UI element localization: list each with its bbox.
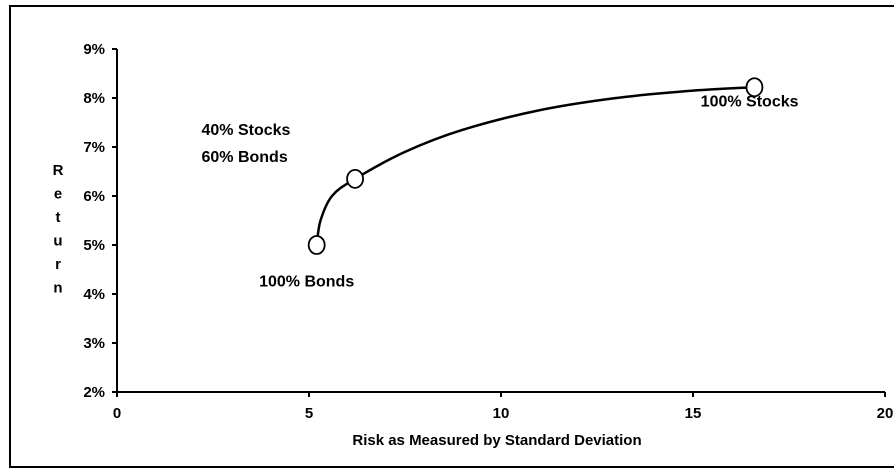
annotation-label: 100% Bonds: [259, 274, 354, 291]
series-line: [315, 85, 755, 246]
y-axis-title-letter: r: [55, 256, 61, 273]
y-axis-title-letter: R: [53, 162, 64, 179]
x-tick-label: 5: [305, 405, 313, 422]
y-axis-title-letter: t: [56, 209, 61, 226]
y-axis-ticks: 2% 3% 4% 5% 6% 7% 8% 9%: [83, 41, 117, 401]
x-tick-label: 20: [877, 405, 894, 422]
x-tick-label: 0: [113, 405, 121, 422]
y-axis-title-letter: u: [53, 233, 62, 250]
annotations: 100% Bonds 40% Stocks 60% Bonds 100% Stocks: [201, 93, 798, 290]
portfolio-marker: [307, 235, 326, 255]
frontier-curve: [315, 85, 755, 246]
y-tick-label: 3%: [83, 335, 105, 352]
y-axis-title-letter: e: [54, 186, 62, 203]
y-tick-label: 2%: [83, 384, 105, 401]
x-axis-ticks: 0 5 10 15 20: [113, 392, 894, 422]
annotation-label: 60% Bonds: [201, 149, 287, 166]
portfolio-marker: [346, 168, 364, 189]
y-tick-label: 5%: [83, 237, 105, 254]
x-tick-label: 10: [493, 405, 510, 422]
portfolio-marker: [745, 77, 764, 98]
y-tick-label: 6%: [83, 188, 105, 205]
x-tick-label: 15: [685, 405, 702, 422]
y-tick-label: 4%: [83, 286, 105, 303]
y-tick-label: 7%: [83, 139, 105, 156]
annotation-label: 40% Stocks: [201, 122, 290, 139]
annotation-label: 100% Stocks: [701, 93, 799, 110]
x-axis-title: Risk as Measured by Standard Deviation: [352, 432, 641, 449]
y-axis-title-letter: n: [53, 280, 62, 297]
series-markers: [307, 77, 764, 255]
y-tick-label: 8%: [83, 90, 105, 107]
y-tick-label: 9%: [83, 41, 105, 58]
chart-frame: [9, 5, 894, 468]
